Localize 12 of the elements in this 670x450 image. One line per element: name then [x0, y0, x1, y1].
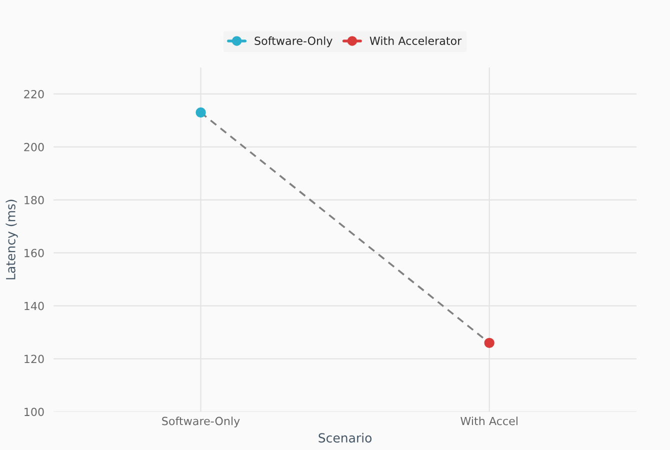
legend-label: With Accelerator: [370, 36, 462, 46]
x-axis-title: Scenario: [318, 432, 372, 443]
y-tick-label: 200: [24, 142, 44, 152]
x-tick-label: With Accel: [460, 416, 518, 426]
y-tick-label: 220: [24, 90, 44, 98]
y-tick-label: 100: [24, 408, 44, 416]
y-tick-label: 120: [24, 354, 44, 364]
y-tick-label: 160: [24, 248, 44, 258]
y-tick-label: 140: [24, 302, 44, 310]
y-axis-title: Latency (ms): [6, 200, 18, 280]
y-tick-label: 180: [24, 196, 44, 204]
legend-label: Software-Only: [254, 36, 332, 48]
